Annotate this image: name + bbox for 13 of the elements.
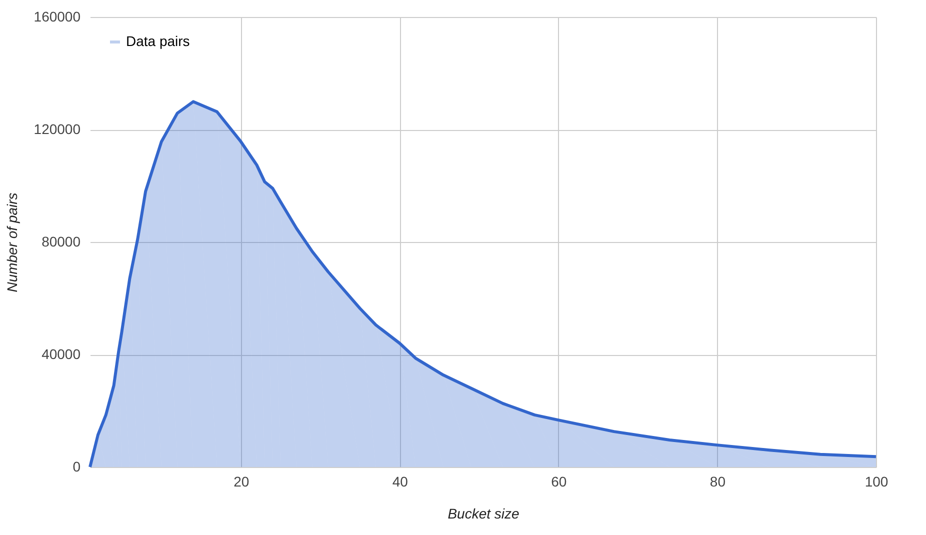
x-tick-label: 40 bbox=[392, 474, 408, 490]
x-tick-label: 20 bbox=[234, 474, 250, 490]
y-tick-label: 120000 bbox=[34, 121, 81, 137]
y-tick-label: 80000 bbox=[42, 234, 81, 250]
y-axis-title: Number of pairs bbox=[4, 192, 20, 292]
y-tick-label: 160000 bbox=[34, 8, 81, 24]
x-tick-label: 80 bbox=[710, 474, 726, 490]
x-axis-title: Bucket size bbox=[448, 506, 520, 522]
y-tick-label: 40000 bbox=[42, 346, 81, 362]
legend-label: Data pairs bbox=[126, 33, 190, 49]
y-tick-label: 0 bbox=[72, 458, 81, 474]
x-tick-label: 60 bbox=[551, 474, 567, 490]
x-tick-label: 100 bbox=[864, 474, 888, 490]
